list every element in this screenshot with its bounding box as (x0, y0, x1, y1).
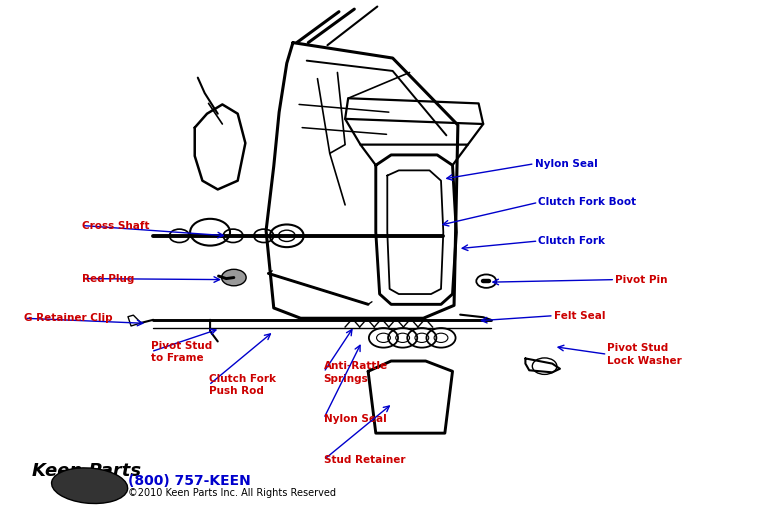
Text: Felt Seal: Felt Seal (554, 311, 605, 321)
Text: Anti-Rattle
Springs: Anti-Rattle Springs (323, 361, 388, 383)
Text: Stud Retainer: Stud Retainer (323, 455, 405, 465)
Text: (800) 757-KEEN: (800) 757-KEEN (128, 473, 251, 487)
Text: Pivot Stud
Lock Washer: Pivot Stud Lock Washer (608, 343, 682, 366)
Text: Pivot Pin: Pivot Pin (615, 275, 668, 284)
Ellipse shape (52, 468, 128, 503)
Text: Nylon Seal: Nylon Seal (323, 414, 387, 424)
Text: ©2010 Keen Parts Inc. All Rights Reserved: ©2010 Keen Parts Inc. All Rights Reserve… (128, 488, 336, 498)
Text: Clutch Fork
Push Rod: Clutch Fork Push Rod (209, 374, 276, 396)
Text: Clutch Fork: Clutch Fork (538, 236, 605, 246)
Text: Keen Parts: Keen Parts (32, 462, 141, 480)
Text: Pivot Stud
to Frame: Pivot Stud to Frame (151, 340, 213, 363)
Text: Cross Shaft: Cross Shaft (82, 221, 149, 231)
Text: Nylon Seal: Nylon Seal (534, 159, 598, 169)
Circle shape (222, 269, 246, 286)
Text: G Retainer Clip: G Retainer Clip (25, 313, 113, 323)
Text: Clutch Fork Boot: Clutch Fork Boot (538, 197, 637, 207)
Text: Red Plug: Red Plug (82, 274, 134, 283)
